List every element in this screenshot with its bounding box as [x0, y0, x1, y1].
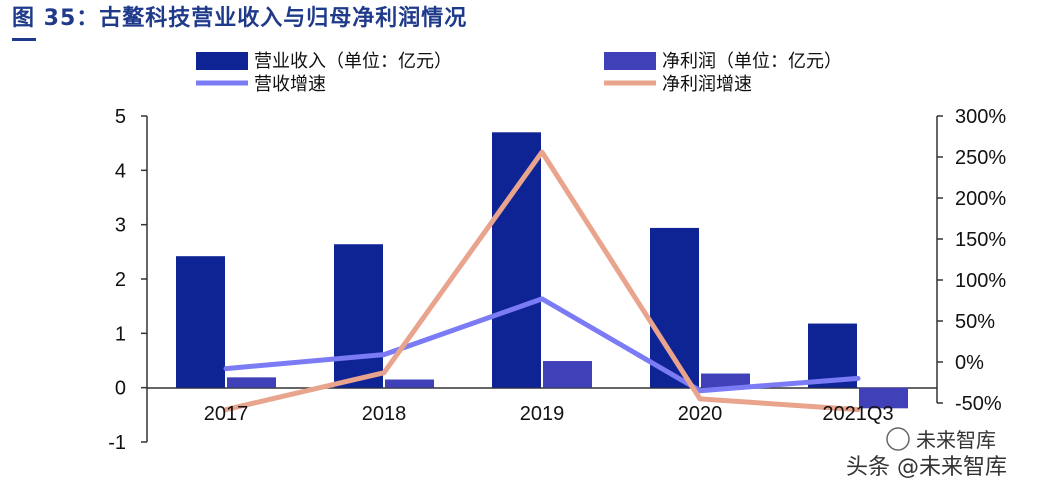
- category-label: 2017: [204, 403, 249, 425]
- title-underline: [12, 38, 36, 41]
- legend-label-net-profit-growth: 净利润增速: [662, 74, 752, 95]
- watermark-text-1: 未来智库: [916, 428, 996, 452]
- right-tick-label: 200%: [955, 188, 1006, 210]
- line-series: [223, 149, 861, 413]
- legend-label-net-profit: 净利润（单位：亿元）: [662, 51, 842, 72]
- right-tick-label: 300%: [955, 106, 1006, 128]
- legend-swatch-revenue: [196, 52, 248, 70]
- right-axis-ticks: 300% 250% 200% 150% 100% 50% 0% -50%: [937, 106, 1006, 415]
- bar-revenue: [334, 244, 383, 388]
- bar-series: [176, 132, 908, 409]
- category-label: 2020: [678, 403, 723, 425]
- category-labels: 2017 2018 2019 2020 2021Q3: [204, 403, 894, 425]
- left-tick-label: 3: [115, 215, 126, 237]
- bar-net-profit: [227, 377, 276, 388]
- legend-label-revenue-growth: 营收增速: [254, 74, 326, 95]
- bar-revenue: [176, 256, 225, 388]
- right-tick-label: 150%: [955, 229, 1006, 251]
- category-label: 2021Q3: [822, 403, 893, 425]
- category-label: 2018: [362, 403, 407, 425]
- line-revenue-growth: [223, 296, 861, 394]
- right-tick-label: 100%: [955, 270, 1006, 292]
- line-net-profit-growth: [223, 149, 861, 413]
- bar-revenue: [492, 132, 541, 388]
- bar-net-profit: [701, 373, 750, 388]
- legend-label-revenue: 营业收入（单位：亿元）: [254, 51, 452, 72]
- left-tick-label: -1: [108, 432, 126, 454]
- left-tick-label: 2: [115, 269, 126, 291]
- left-axis-ticks: 5 4 3 2 1 0 -1: [108, 106, 147, 454]
- watermark-text-2: 头条 @未来智库: [846, 455, 1007, 480]
- bar-net-profit: [385, 379, 434, 388]
- wechat-icon: [886, 427, 910, 451]
- bar-net-profit: [543, 361, 592, 388]
- right-tick-label: 250%: [955, 147, 1006, 169]
- left-tick-label: 1: [115, 323, 126, 345]
- watermark: 未来智库 头条 @未来智库: [846, 427, 1007, 480]
- legend: 营业收入（单位：亿元） 净利润（单位：亿元） 营收增速 净利润增速: [196, 51, 842, 95]
- figure-title: 图 35：古鳌科技营业收入与归母净利润情况: [12, 6, 468, 31]
- right-tick-label: 50%: [955, 311, 995, 333]
- left-tick-label: 4: [115, 160, 126, 182]
- legend-swatch-net-profit: [604, 52, 656, 70]
- bar-net-profit: [859, 387, 908, 409]
- figure-title-row: 图 35：古鳌科技营业收入与归母净利润情况: [12, 4, 467, 38]
- right-tick-label: 0%: [955, 352, 984, 374]
- left-tick-label: 0: [115, 378, 126, 400]
- right-tick-label: -50%: [955, 393, 1002, 415]
- category-label: 2019: [520, 403, 565, 425]
- left-tick-label: 5: [115, 106, 126, 128]
